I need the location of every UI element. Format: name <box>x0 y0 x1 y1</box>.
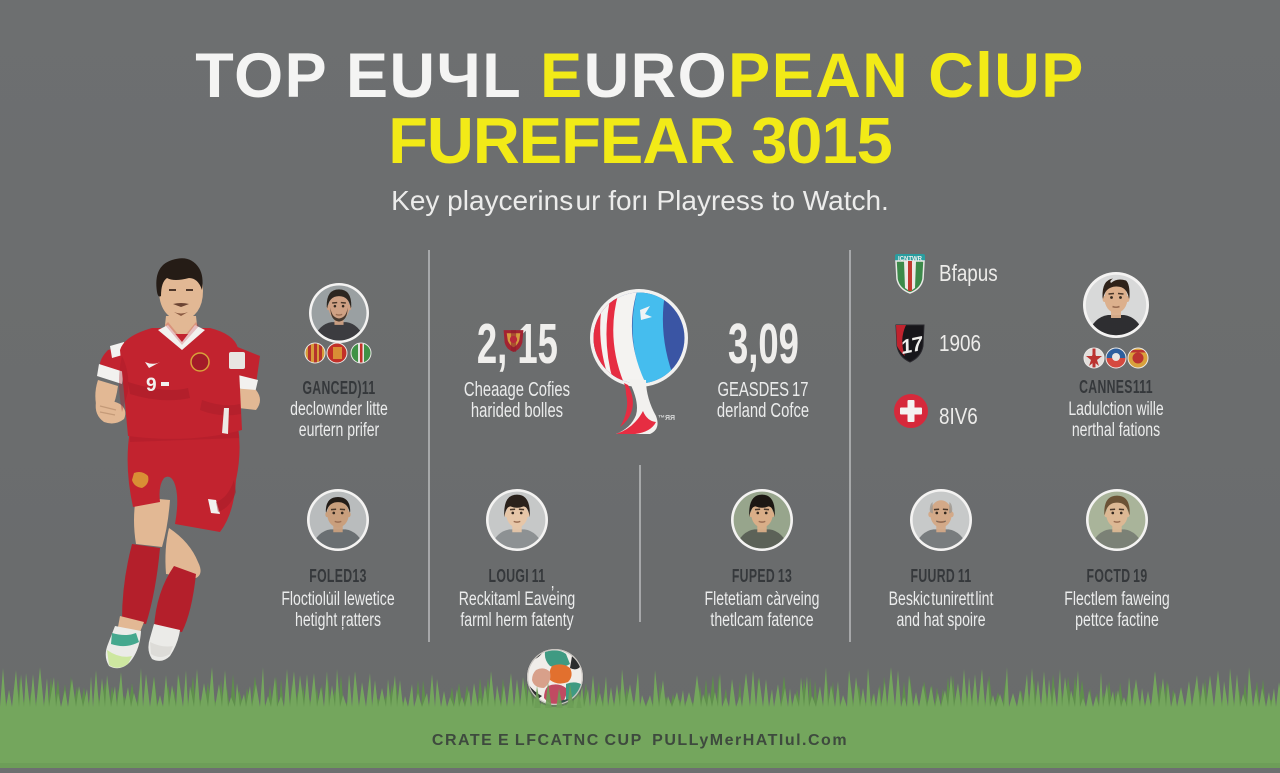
svg-text:9: 9 <box>146 375 157 396</box>
svg-text:ICNTWR: ICNTWR <box>898 256 923 262</box>
svg-text:™ЯЯ: ™ЯЯ <box>658 415 675 422</box>
